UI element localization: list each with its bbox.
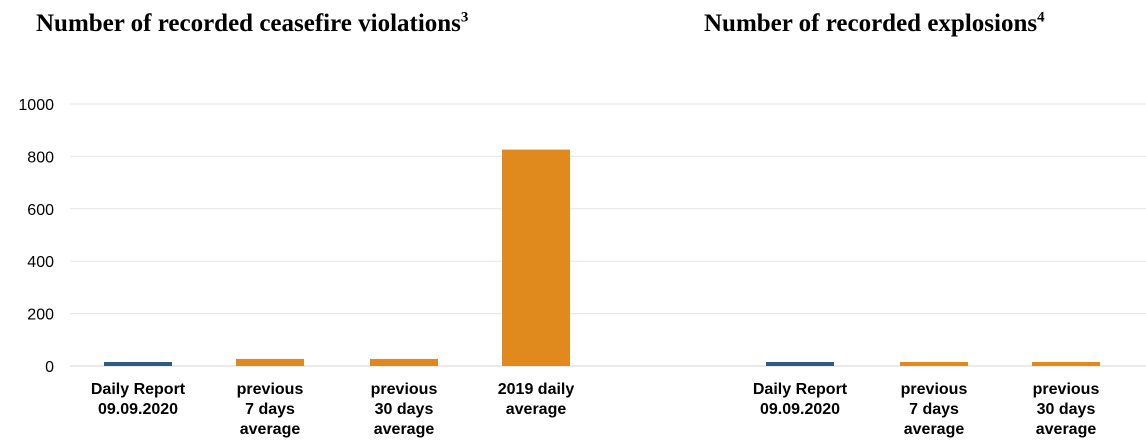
bar (370, 358, 438, 366)
chart-title-text: Number of recorded explosions (704, 10, 1038, 37)
y-tick-label: 600 (27, 202, 54, 219)
chart-title-text: Number of recorded ceasefire violations (36, 10, 461, 37)
category-label: Daily Report 09.09.2020 (91, 381, 186, 418)
category-label-line: previous (371, 381, 438, 398)
bar (1032, 362, 1100, 366)
bar (502, 149, 570, 366)
footnote-marker: 3 (460, 9, 469, 26)
category-label-line: 30 days (1037, 401, 1096, 418)
category-label-line: 09.09.2020 (98, 401, 178, 418)
category-label-line: 7 days (909, 401, 959, 418)
category-label-line: Daily Report (753, 381, 848, 398)
category-label-line: average (506, 401, 567, 418)
category-label-line: average (240, 421, 301, 438)
bar (236, 358, 304, 366)
y-tick-label: 200 (27, 307, 54, 324)
category-label-line: previous (237, 381, 304, 398)
category-label-line: previous (1033, 381, 1100, 398)
chart-title-explosions: Number of recorded explosions4 (704, 10, 1045, 38)
category-label: previous 7 days average (237, 381, 304, 438)
category-label-line: Daily Report (91, 381, 186, 398)
category-label: 2019 daily average (498, 381, 575, 418)
bar (104, 362, 172, 366)
category-label: previous 30 days average (1033, 381, 1100, 438)
y-tick-label: 1000 (18, 97, 54, 114)
category-label-line: previous (901, 381, 968, 398)
y-tick-label: 400 (27, 254, 54, 271)
category-label-line: average (1036, 421, 1097, 438)
category-label: previous 7 days average (901, 381, 968, 438)
category-label: Daily Report 09.09.2020 (753, 381, 848, 418)
bar (900, 362, 968, 366)
category-label: previous 30 days average (371, 381, 438, 438)
chart-title-ceasefire-violations: Number of recorded ceasefire violations3 (36, 10, 468, 38)
category-label-line: 09.09.2020 (760, 401, 840, 418)
bar (766, 362, 834, 366)
category-label-line: 2019 daily (498, 381, 575, 398)
y-tick-label: 800 (27, 149, 54, 166)
category-label-line: 30 days (375, 401, 434, 418)
y-tick-label: 0 (45, 359, 54, 376)
footnote-marker: 4 (1037, 9, 1045, 26)
category-label-line: 7 days (245, 401, 295, 418)
category-label-line: average (904, 421, 965, 438)
category-label-line: average (374, 421, 435, 438)
